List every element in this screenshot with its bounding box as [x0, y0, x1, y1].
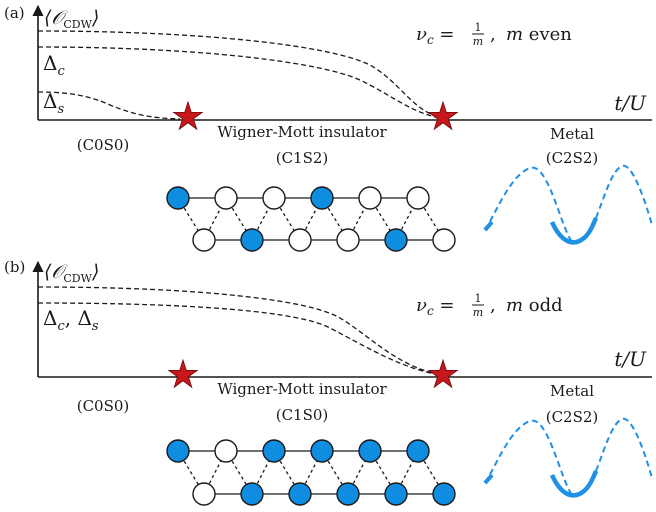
lattice-site-bottom-filled: [288, 482, 312, 506]
charge-gap-label: Δc: [43, 51, 65, 79]
phase-mid-code: (C1S0): [276, 406, 329, 424]
svg-text:m even: m even: [506, 24, 572, 45]
cdw-order-curve: [37, 286, 441, 376]
lattice-site-bottom-empty: [288, 228, 312, 252]
lattice-site-top-empty: [262, 186, 286, 210]
phase-mid-code: (C1S2): [276, 149, 329, 167]
phase-right-name: Metal: [550, 125, 594, 143]
lattice-site-bottom-filled: [240, 228, 264, 252]
lattice-site-top-empty: [214, 186, 238, 210]
svg-text:1: 1: [475, 292, 482, 305]
svg-text:m: m: [473, 306, 483, 319]
panel-b-label: (b): [4, 258, 25, 276]
lattice-site-top-filled: [406, 439, 430, 463]
charge-gap-curve: [37, 46, 441, 119]
phase-right-name: Metal: [550, 382, 594, 400]
lattice-site-top-empty: [406, 186, 430, 210]
svg-text:νc =: νc =: [416, 24, 455, 47]
lattice-site-bottom-empty: [336, 228, 360, 252]
lattice-site-top-filled: [166, 186, 190, 210]
lattice-site-top-empty: [358, 186, 382, 210]
lattice-site-bottom-filled: [384, 482, 408, 506]
lattice-b: [166, 439, 456, 506]
lattice-site-top-filled: [262, 439, 286, 463]
density-wave-b: [483, 417, 653, 498]
lattice-site-top-filled: [310, 439, 334, 463]
gaps-label: Δc, Δs: [43, 306, 99, 334]
order-parameter-label: ⟨𝒪CDW⟩: [44, 7, 99, 31]
panel-a: (a) ⟨𝒪CDW⟩ Δc Δs νc = 1 m , m even t/U: [4, 4, 653, 252]
lattice-site-bottom-filled: [432, 482, 456, 506]
lattice-site-bottom-filled: [240, 482, 264, 506]
phase-right-code: (C2S2): [546, 149, 599, 167]
x-axis-label: t/U: [614, 347, 647, 371]
transition-star-1: [172, 100, 204, 131]
lattice-site-top-filled: [358, 439, 382, 463]
density-wave-a: [483, 164, 653, 245]
phase-left-code: (C0S0): [77, 136, 130, 154]
phase-right-code: (C2S2): [546, 408, 599, 426]
lattice-site-top-empty: [214, 439, 238, 463]
phase-mid-name: Wigner-Mott insulator: [217, 380, 387, 398]
lattice-site-top-filled: [166, 439, 190, 463]
svg-text:νc =: νc =: [416, 295, 455, 318]
phase-mid-name: Wigner-Mott insulator: [217, 123, 387, 141]
svg-text:m odd: m odd: [506, 295, 563, 316]
lattice-site-bottom-empty: [432, 228, 456, 252]
x-axis-label: t/U: [614, 91, 647, 115]
lattice-site-bottom-empty: [192, 482, 216, 506]
spin-gap-label: Δs: [43, 89, 64, 117]
cdw-order-curve: [37, 30, 441, 119]
transition-star-1: [167, 358, 199, 389]
gap-curve: [37, 302, 441, 376]
svg-text:1: 1: [475, 21, 482, 34]
transition-star-2: [427, 358, 459, 389]
lattice-a: [166, 186, 456, 252]
order-parameter-label: ⟨𝒪CDW⟩: [44, 261, 99, 285]
lattice-site-bottom-filled: [384, 228, 408, 252]
lattice-site-bottom-filled: [336, 482, 360, 506]
spin-gap-curve: [37, 91, 181, 120]
filling-formula: νc = 1 m , m even: [416, 21, 572, 48]
svg-text:m: m: [473, 35, 483, 48]
svg-text:,: ,: [490, 24, 496, 45]
lattice-site-bottom-empty: [192, 228, 216, 252]
panel-b: (b) ⟨𝒪CDW⟩ Δc, Δs νc = 1 m , m odd t/U (…: [4, 258, 653, 506]
phase-left-code: (C0S0): [77, 397, 130, 415]
filling-formula: νc = 1 m , m odd: [416, 292, 563, 319]
lattice-site-top-filled: [310, 186, 334, 210]
transition-star-2: [427, 100, 459, 131]
svg-text:,: ,: [490, 295, 496, 316]
panel-a-label: (a): [4, 4, 25, 22]
